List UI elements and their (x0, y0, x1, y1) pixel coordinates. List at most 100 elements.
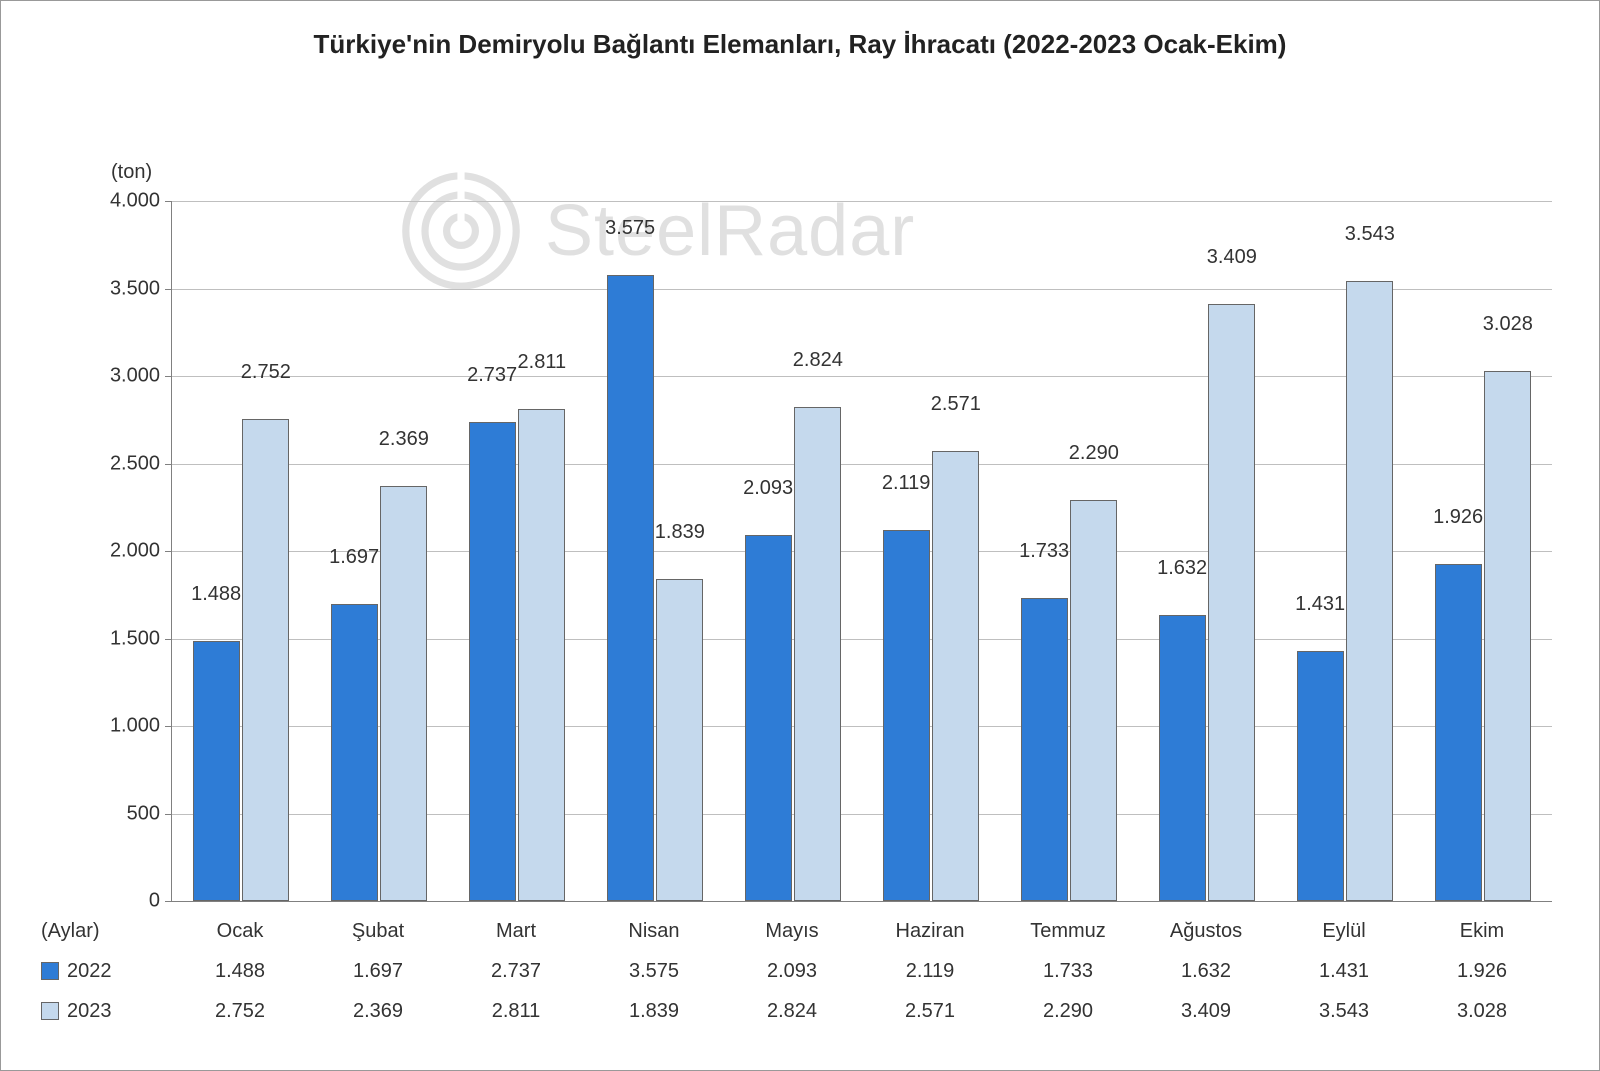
gridline (172, 376, 1552, 377)
bar-2022-Ağustos (1159, 615, 1206, 901)
bar-label: 3.409 (1207, 246, 1257, 275)
bar-label: 2.093 (743, 477, 793, 506)
bar-2022-Eylül (1297, 651, 1344, 901)
gridline (172, 814, 1552, 815)
bar-2023-Ocak (242, 419, 289, 901)
bar-2022-Mart (469, 422, 516, 901)
data-cell: 3.575 (585, 960, 723, 983)
x-category-label: Ekim (1413, 920, 1551, 943)
chart-title: Türkiye'nin Demiryolu Bağlantı Elemanlar… (1, 29, 1599, 60)
data-cell: 2.824 (723, 1000, 861, 1023)
bar-label: 1.839 (655, 521, 705, 550)
data-cell: 2.093 (723, 960, 861, 983)
data-cell: 1.733 (999, 960, 1137, 983)
y-tick-mark (165, 376, 172, 377)
bar-2023-Şubat (380, 486, 427, 901)
bar-label: 3.575 (605, 217, 655, 246)
bar-2022-Ekim (1435, 564, 1482, 901)
data-cell: 3.543 (1275, 1000, 1413, 1023)
y-tick-mark (165, 901, 172, 902)
y-axis-unit: (ton) (111, 161, 152, 184)
bar-label: 2.119 (882, 472, 931, 501)
legend-series-name: 2022 (67, 960, 112, 983)
legend-series-name: 2023 (67, 1000, 112, 1023)
bar-2022-Nisan (607, 275, 654, 901)
bar-label: 2.571 (931, 393, 981, 422)
bar-2023-Mart (518, 409, 565, 901)
data-cell: 1.632 (1137, 960, 1275, 983)
y-tick-mark (165, 551, 172, 552)
bar-label: 1.632 (1157, 557, 1207, 586)
bar-2023-Ağustos (1208, 304, 1255, 901)
bar-2023-Haziran (932, 451, 979, 901)
x-category-label: Şubat (309, 920, 447, 943)
data-cell: 2.737 (447, 960, 585, 983)
y-tick-mark (165, 464, 172, 465)
data-cell: 3.409 (1137, 1000, 1275, 1023)
bar-2023-Temmuz (1070, 500, 1117, 901)
data-cell: 3.028 (1413, 1000, 1551, 1023)
y-tick-label: 4.000 (110, 190, 160, 213)
legend-row-2022: 20221.4881.6972.7373.5752.0932.1191.7331… (41, 951, 1551, 991)
legend-swatch-icon (41, 1002, 59, 1020)
y-tick-mark (165, 289, 172, 290)
x-category-label: Ocak (171, 920, 309, 943)
bar-label: 1.697 (329, 546, 379, 575)
y-tick-label: 1.000 (110, 715, 160, 738)
x-category-label: Mart (447, 920, 585, 943)
x-category-label: Mayıs (723, 920, 861, 943)
y-tick-label: 2.500 (110, 452, 160, 475)
chart-container: Türkiye'nin Demiryolu Bağlantı Elemanlar… (0, 0, 1600, 1071)
x-category-label: Haziran (861, 920, 999, 943)
data-cell: 2.571 (861, 1000, 999, 1023)
bar-2022-Temmuz (1021, 598, 1068, 901)
y-tick-label: 3.500 (110, 277, 160, 300)
bar-label: 2.752 (241, 361, 291, 390)
bar-label: 3.028 (1483, 313, 1533, 342)
y-tick-label: 0 (149, 890, 160, 913)
data-cell: 1.431 (1275, 960, 1413, 983)
x-axis-unit-label: (Aylar) (41, 920, 171, 943)
x-axis-category-row: (Aylar)OcakŞubatMartNisanMayısHaziranTem… (41, 911, 1551, 951)
bar-2023-Mayıs (794, 407, 841, 901)
bar-2022-Ocak (193, 641, 240, 901)
gridline (172, 726, 1552, 727)
bar-label: 2.824 (793, 349, 843, 378)
bar-label: 1.733 (1019, 540, 1069, 569)
gridline (172, 201, 1552, 202)
x-category-label: Temmuz (999, 920, 1137, 943)
legend-row-2023: 20232.7522.3692.8111.8392.8242.5712.2903… (41, 991, 1551, 1031)
gridline (172, 464, 1552, 465)
data-cell: 2.369 (309, 1000, 447, 1023)
bar-label: 2.369 (379, 428, 429, 457)
x-category-label: Ağustos (1137, 920, 1275, 943)
bar-label: 1.488 (191, 583, 241, 612)
data-cell: 2.811 (447, 1000, 585, 1023)
bar-label: 1.926 (1433, 506, 1483, 535)
legend-label: 2023 (41, 1000, 171, 1023)
bar-label: 3.543 (1345, 223, 1395, 252)
plot-area: 05001.0001.5002.0002.5003.0003.5004.0001… (171, 201, 1552, 902)
gridline (172, 639, 1552, 640)
bar-label: 2.811 (518, 351, 567, 380)
bar-label: 1.431 (1295, 593, 1345, 622)
bar-2023-Ekim (1484, 371, 1531, 901)
y-tick-mark (165, 639, 172, 640)
data-cell: 1.488 (171, 960, 309, 983)
data-cell: 1.697 (309, 960, 447, 983)
bar-label: 2.290 (1069, 442, 1119, 471)
y-tick-mark (165, 814, 172, 815)
legend-swatch-icon (41, 962, 59, 980)
bar-2023-Eylül (1346, 281, 1393, 901)
y-tick-label: 500 (127, 802, 160, 825)
bar-2022-Haziran (883, 530, 930, 901)
gridline (172, 289, 1552, 290)
data-cell: 2.752 (171, 1000, 309, 1023)
y-tick-mark (165, 201, 172, 202)
bar-label: 2.737 (467, 364, 517, 393)
legend-label: 2022 (41, 960, 171, 983)
y-tick-label: 3.000 (110, 365, 160, 388)
data-cell: 1.839 (585, 1000, 723, 1023)
x-category-label: Nisan (585, 920, 723, 943)
y-tick-label: 1.500 (110, 627, 160, 650)
